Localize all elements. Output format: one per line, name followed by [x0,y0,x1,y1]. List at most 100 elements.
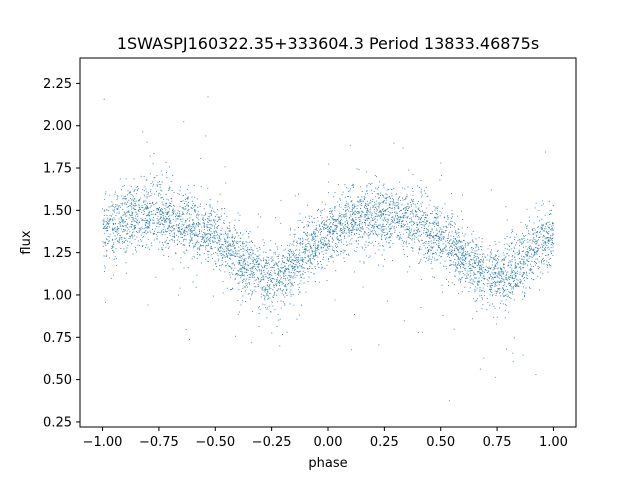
data-point [515,244,517,246]
data-point [448,237,449,239]
data-point [170,198,172,199]
data-point [311,246,312,248]
data-point [342,231,344,233]
data-point [412,203,414,205]
data-point [246,242,248,244]
data-point [407,208,409,210]
data-point [390,222,392,224]
data-point [306,224,308,226]
data-point [424,219,426,221]
data-point [196,248,198,250]
data-point [317,246,319,248]
data-point [246,250,248,252]
data-point [531,242,533,244]
data-point [241,270,243,272]
data-point [287,284,289,286]
data-point [548,248,550,250]
data-point [258,263,260,265]
data-point [216,253,218,255]
data-point [420,211,422,213]
data-point [380,214,382,216]
data-point [106,254,108,256]
data-point [434,226,436,228]
data-point [161,181,163,183]
data-point [124,202,126,204]
data-point [114,227,116,229]
data-point [260,272,262,274]
data-point [167,190,169,192]
data-point [364,219,366,221]
data-point [445,230,447,232]
data-point [153,239,155,241]
data-point [134,217,136,219]
data-point [296,270,298,272]
data-point [396,221,398,223]
data-point [266,282,268,283]
data-point [496,250,498,252]
data-point [528,255,530,257]
data-point [245,240,247,242]
data-point [338,215,340,217]
data-point [258,285,260,287]
data-point [446,253,448,255]
data-point [284,277,286,279]
data-point [147,227,149,228]
data-point [388,207,390,208]
data-point [135,221,137,222]
data-point [332,233,334,235]
data-point [428,250,430,252]
data-point [472,281,474,283]
data-point [211,225,213,227]
data-point [125,218,127,220]
data-point [369,211,371,213]
data-point [383,213,384,215]
data-point [192,219,194,220]
data-point [477,264,479,266]
data-point [237,274,239,276]
data-point [287,267,289,269]
data-point [134,215,136,217]
data-point [444,249,446,251]
data-point [339,221,341,223]
data-point [461,248,463,250]
data-point [423,257,425,258]
data-point [281,267,283,269]
data-point [360,208,362,209]
data-point [487,254,489,256]
data-point [219,251,221,252]
data-point [398,216,400,218]
data-point [253,283,255,284]
data-point [432,252,434,254]
data-point [178,194,180,195]
data-point [398,219,400,221]
data-point [514,271,516,273]
data-point [474,262,476,264]
data-point [199,206,201,208]
data-point [379,228,381,230]
data-point [456,247,458,249]
data-point [220,270,222,272]
data-point [116,232,118,234]
data-point [220,246,222,248]
data-point [449,239,451,241]
data-point [269,272,271,274]
data-point [532,249,534,251]
data-point [480,268,482,270]
data-point [231,289,232,290]
data-point [194,256,195,258]
data-point [529,288,531,289]
data-point [457,255,459,257]
data-point [541,244,543,246]
data-point [457,258,459,260]
data-point [124,229,126,231]
data-point [344,204,346,206]
data-point [391,195,393,197]
data-point [125,250,127,252]
data-point [290,261,292,263]
data-point [357,224,359,226]
data-point [289,234,291,236]
data-point [304,247,306,249]
data-point [411,209,413,211]
data-point [182,211,184,213]
data-point [525,246,527,248]
